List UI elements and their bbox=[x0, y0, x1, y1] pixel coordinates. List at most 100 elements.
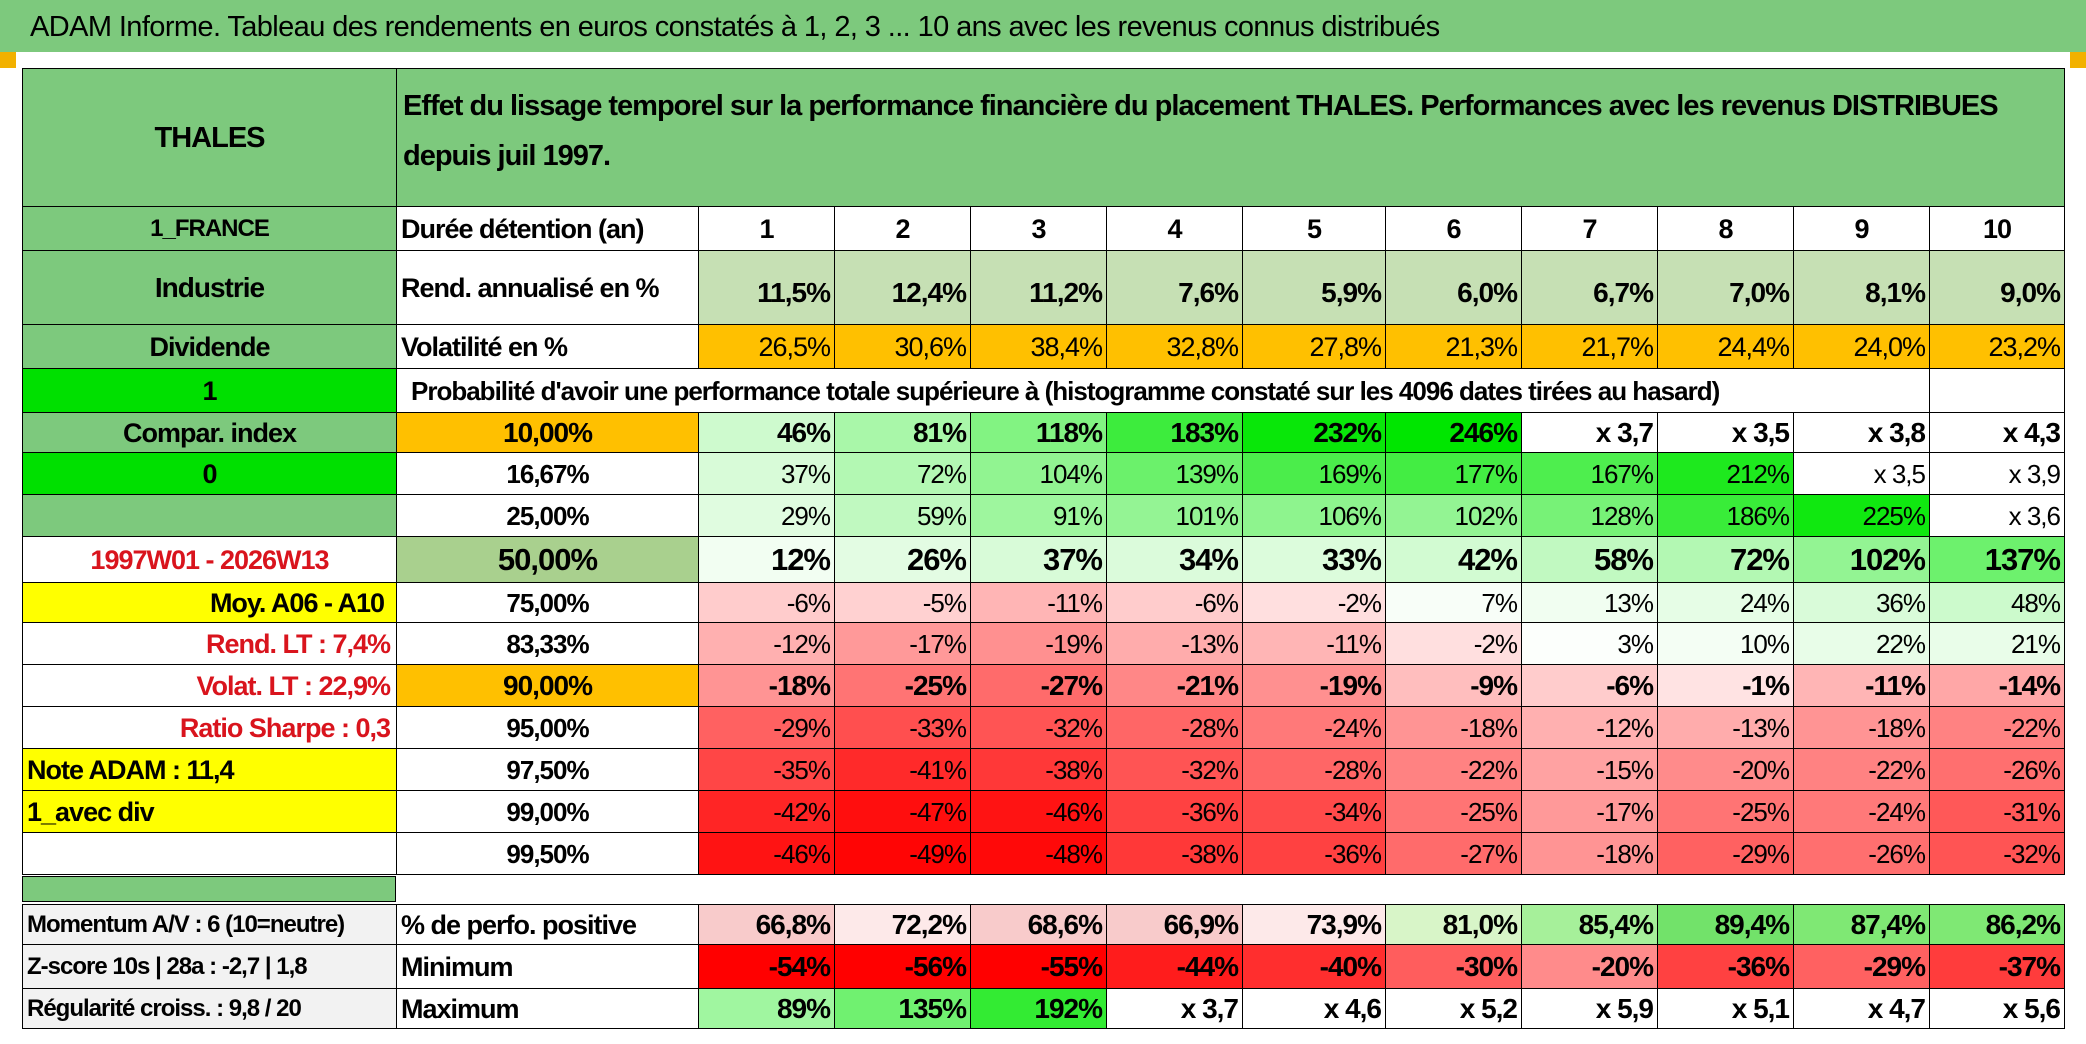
market-label: 1_FRANCE bbox=[22, 206, 397, 251]
year-header: 2 bbox=[834, 206, 971, 251]
separator-strip bbox=[22, 876, 396, 902]
volatility-cell: 30,6% bbox=[834, 324, 971, 369]
probability-cell: -21% bbox=[1106, 664, 1243, 707]
regularite-label: Régularité croiss. : 9,8 / 20 bbox=[22, 988, 397, 1029]
blank-cell bbox=[22, 832, 397, 875]
probability-cell: -14% bbox=[1929, 664, 2065, 707]
minimum-cell: -44% bbox=[1106, 944, 1243, 989]
probability-cell: -32% bbox=[970, 706, 1107, 749]
year-header: 3 bbox=[970, 206, 1107, 251]
probability-cell: 22% bbox=[1793, 622, 1930, 665]
probability-cell: -24% bbox=[1793, 790, 1930, 833]
probability-cell: -13% bbox=[1106, 622, 1243, 665]
volatility-cell: 23,2% bbox=[1929, 324, 2065, 369]
probability-cell: -2% bbox=[1385, 622, 1522, 665]
volatility-cell: 32,8% bbox=[1106, 324, 1243, 369]
probability-cell: 72% bbox=[834, 452, 971, 495]
annualized-return-cell: 8,1% bbox=[1793, 250, 1930, 325]
probability-cell: 81% bbox=[834, 412, 971, 453]
probability-cell: 104% bbox=[970, 452, 1107, 495]
probability-cell: x 3,6 bbox=[1929, 494, 2065, 537]
probability-cell: 91% bbox=[970, 494, 1107, 537]
probability-cell: -17% bbox=[834, 622, 971, 665]
year-header: 8 bbox=[1657, 206, 1794, 251]
probability-cell: -34% bbox=[1242, 790, 1386, 833]
maximum-cell: x 5,9 bbox=[1521, 988, 1658, 1029]
probability-cell: 33% bbox=[1242, 536, 1386, 583]
year-header: 1 bbox=[698, 206, 835, 251]
volatility-cell: 27,8% bbox=[1242, 324, 1386, 369]
probability-cell: -41% bbox=[834, 748, 971, 791]
annualized-return-cell: 11,5% bbox=[698, 250, 835, 325]
probability-cell: -1% bbox=[1657, 664, 1794, 707]
volatility-cell: 38,4% bbox=[970, 324, 1107, 369]
probability-cell: -42% bbox=[698, 790, 835, 833]
maximum-cell: 89% bbox=[698, 988, 835, 1029]
probability-cell: 37% bbox=[698, 452, 835, 495]
probability-cell: -27% bbox=[1385, 832, 1522, 875]
probability-cell: -12% bbox=[1521, 706, 1658, 749]
percentile-cell: 10,00% bbox=[396, 412, 699, 453]
minimum-cell: -56% bbox=[834, 944, 971, 989]
probability-cell: -47% bbox=[834, 790, 971, 833]
probability-cell: -31% bbox=[1929, 790, 2065, 833]
probability-cell: -22% bbox=[1385, 748, 1522, 791]
minimum-cell: -40% bbox=[1242, 944, 1386, 989]
compar-index-label: Compar. index bbox=[22, 412, 397, 453]
annualized-return-label: Rend. annualisé en % bbox=[396, 250, 699, 325]
year-header: 10 bbox=[1929, 206, 2065, 251]
annualized-return-cell: 11,2% bbox=[970, 250, 1107, 325]
minimum-cell: -54% bbox=[698, 944, 835, 989]
probability-cell: 246% bbox=[1385, 412, 1522, 453]
probability-cell: 42% bbox=[1385, 536, 1522, 583]
probability-cell: -9% bbox=[1385, 664, 1522, 707]
probability-cell: 46% bbox=[698, 412, 835, 453]
percentile-cell: 50,00% bbox=[396, 536, 699, 583]
sector-label: Industrie bbox=[22, 250, 397, 325]
volatility-cell: 21,3% bbox=[1385, 324, 1522, 369]
probability-cell: 102% bbox=[1793, 536, 1930, 583]
probability-cell: -6% bbox=[698, 582, 835, 623]
probability-cell: 37% bbox=[970, 536, 1107, 583]
volatility-cell: 21,7% bbox=[1521, 324, 1658, 369]
probability-cell: 118% bbox=[970, 412, 1107, 453]
probability-cell: 139% bbox=[1106, 452, 1243, 495]
probability-cell: -11% bbox=[1242, 622, 1386, 665]
probability-cell: -18% bbox=[1521, 832, 1658, 875]
probability-cell: 34% bbox=[1106, 536, 1243, 583]
percentile-cell: 99,50% bbox=[396, 832, 699, 875]
maximum-cell: 192% bbox=[970, 988, 1107, 1029]
probability-cell: -29% bbox=[698, 706, 835, 749]
probability-cell: 128% bbox=[1521, 494, 1658, 537]
corner-marker-left bbox=[0, 52, 16, 68]
probability-cell: 169% bbox=[1242, 452, 1386, 495]
probability-cell: 24% bbox=[1657, 582, 1794, 623]
probability-cell: -36% bbox=[1242, 832, 1386, 875]
probability-cell: 48% bbox=[1929, 582, 2065, 623]
probability-cell: x 4,3 bbox=[1929, 412, 2065, 453]
positive-perf-cell: 73,9% bbox=[1242, 904, 1386, 945]
maximum-cell: x 3,7 bbox=[1106, 988, 1243, 1029]
positive-perf-cell: 87,4% bbox=[1793, 904, 1930, 945]
year-header: 9 bbox=[1793, 206, 1930, 251]
probability-cell: -6% bbox=[1521, 664, 1658, 707]
probability-cell: 232% bbox=[1242, 412, 1386, 453]
sharpe-label: Ratio Sharpe : 0,3 bbox=[22, 706, 397, 749]
probability-cell: 212% bbox=[1657, 452, 1794, 495]
probability-cell: -49% bbox=[834, 832, 971, 875]
positive-perf-cell: 85,4% bbox=[1521, 904, 1658, 945]
probability-cell: 29% bbox=[698, 494, 835, 537]
table-description: Effet du lissage temporel sur la perform… bbox=[396, 68, 2065, 207]
probability-cell: -20% bbox=[1657, 748, 1794, 791]
probability-cell: -48% bbox=[970, 832, 1107, 875]
probability-cell: -12% bbox=[698, 622, 835, 665]
window-title: ADAM Informe. Tableau des rendements en … bbox=[0, 0, 2086, 52]
probability-cell: 58% bbox=[1521, 536, 1658, 583]
flag-0-cell: 0 bbox=[22, 452, 397, 495]
blank-green-cell bbox=[22, 494, 397, 537]
minimum-cell: -30% bbox=[1385, 944, 1522, 989]
probability-cell: -33% bbox=[834, 706, 971, 749]
probability-cell: -26% bbox=[1929, 748, 2065, 791]
year-header: 6 bbox=[1385, 206, 1522, 251]
